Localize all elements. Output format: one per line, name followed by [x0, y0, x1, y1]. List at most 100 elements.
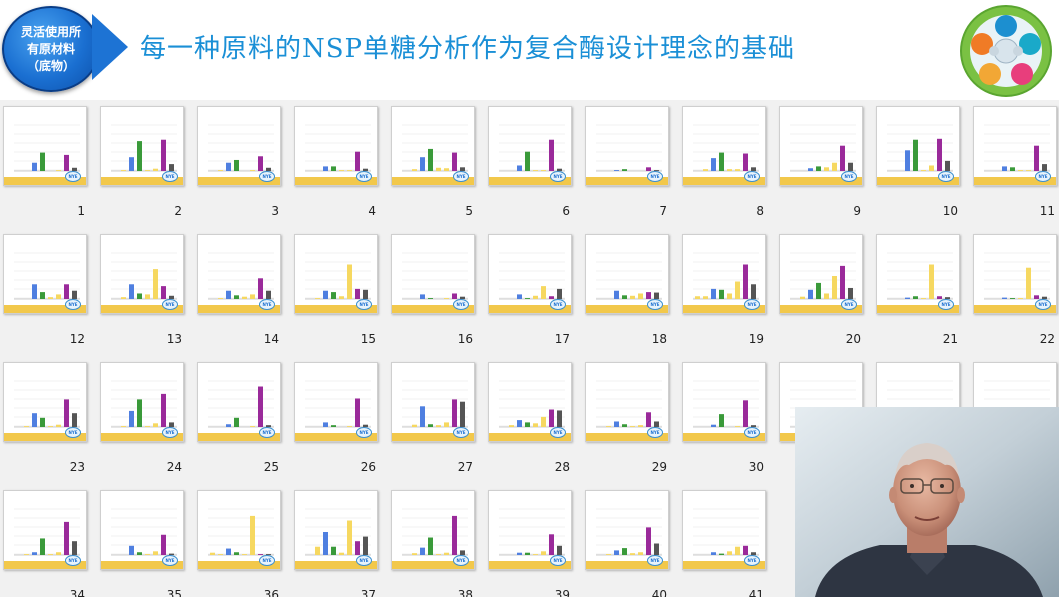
slide-thumbnail-grid: NYE 1 NYE 2 NYE 3 NYE 4 NYE 5 NYE 6 NYE 7 NYE 8 NYE 9 NYE 1…	[0, 100, 1059, 597]
chart-bar	[420, 157, 425, 171]
chart-bar	[808, 289, 813, 299]
slide-thumbnail[interactable]: NYE	[876, 234, 960, 314]
thumbnail-footer	[295, 177, 377, 185]
slide-thumbnail[interactable]: NYE	[488, 234, 572, 314]
thumbnail-logo: NYE	[841, 171, 857, 182]
slide-thumbnail[interactable]: NYE	[488, 490, 572, 570]
chart-bar	[509, 425, 514, 427]
slide-thumbnail[interactable]: NYE	[294, 234, 378, 314]
thumbnail-footer	[780, 177, 862, 185]
chart-bar	[557, 168, 562, 171]
slide-number: 40	[651, 588, 667, 597]
chart-bar	[614, 550, 619, 555]
slide-header: 灵活使用所 有原材料 （底物） 每一种原料的NSP单糖分析作为复合酶设计理念的基…	[0, 0, 1059, 100]
slide-thumbnail[interactable]: NYE	[585, 106, 669, 186]
chart-bar	[161, 286, 166, 299]
slide-thumbnail[interactable]: NYE	[197, 490, 281, 570]
chart-bar	[549, 139, 554, 171]
slide-thumbnail[interactable]: NYE	[197, 234, 281, 314]
thumbnail-chart	[790, 124, 856, 172]
chart-bar	[331, 425, 336, 427]
slide-thumbnail[interactable]: NYE	[100, 362, 184, 442]
slide-thumbnail[interactable]: NYE	[391, 490, 475, 570]
slide-thumbnail[interactable]: NYE	[973, 234, 1057, 314]
chart-bar	[711, 158, 716, 171]
chart-bar	[1010, 167, 1015, 171]
chart-bar	[339, 170, 344, 171]
thumbnail-chart	[305, 380, 371, 428]
slide-thumbnail[interactable]: NYE	[3, 362, 87, 442]
chart-bar	[452, 515, 457, 555]
badge-line: 灵活使用所	[20, 24, 81, 39]
slide-thumbnail[interactable]: NYE	[779, 106, 863, 186]
thumbnail-logo: NYE	[550, 171, 566, 182]
chart-bar	[541, 551, 546, 555]
chart-bar	[347, 426, 352, 427]
chart-bar	[56, 424, 61, 427]
slide-thumbnail[interactable]: NYE	[585, 234, 669, 314]
slide-thumbnail[interactable]: NYE	[585, 490, 669, 570]
slide-thumbnail[interactable]: NYE	[488, 362, 572, 442]
chart-bar	[743, 264, 748, 299]
slide-thumbnail[interactable]: NYE	[294, 490, 378, 570]
chart-bar	[129, 284, 134, 299]
slide-thumbnail[interactable]: NYE	[682, 362, 766, 442]
chart-bar	[452, 399, 457, 427]
chart-bar	[1042, 296, 1047, 299]
chart-bar	[40, 152, 45, 171]
chart-bar	[937, 296, 942, 299]
slide-thumbnail[interactable]: NYE	[197, 362, 281, 442]
slide-thumbnail[interactable]: NYE	[294, 106, 378, 186]
thumbnail-footer	[974, 305, 1056, 313]
slide-thumbnail[interactable]: NYE	[391, 234, 475, 314]
chart-bar	[444, 168, 449, 171]
slide-thumbnail[interactable]: NYE	[876, 106, 960, 186]
slide-thumbnail[interactable]: NYE	[197, 106, 281, 186]
slide-thumbnail[interactable]: NYE	[3, 106, 87, 186]
slide-number: 5	[465, 204, 473, 218]
chart-bar	[226, 424, 231, 427]
chart-bar	[250, 515, 255, 555]
slide-number: 20	[845, 332, 861, 346]
chart-bar	[339, 552, 344, 555]
slide-thumbnail[interactable]: NYE	[973, 106, 1057, 186]
slide-thumbnail[interactable]: NYE	[294, 362, 378, 442]
slide-thumbnail[interactable]: NYE	[682, 234, 766, 314]
slide-number: 24	[166, 460, 182, 474]
thumbnail-logo: NYE	[259, 555, 275, 566]
chart-bar	[727, 169, 732, 171]
chart-bar	[751, 425, 756, 427]
chart-bar	[638, 293, 643, 299]
slide-thumbnail[interactable]: NYE	[100, 106, 184, 186]
chart-bar	[258, 278, 263, 299]
slide-thumbnail[interactable]: NYE	[488, 106, 572, 186]
slide-number: 2	[174, 204, 182, 218]
slide-thumbnail[interactable]: NYE	[100, 490, 184, 570]
slide-thumbnail[interactable]: NYE	[100, 234, 184, 314]
slide-number: 41	[748, 588, 764, 597]
thumbnail-logo: NYE	[65, 299, 81, 310]
chart-bar	[444, 422, 449, 427]
slide-thumbnail[interactable]: NYE	[3, 490, 87, 570]
chart-bar	[913, 139, 918, 171]
thumbnail-logo: NYE	[647, 171, 663, 182]
thumbnail-footer	[586, 561, 668, 569]
slide-thumbnail[interactable]: NYE	[391, 362, 475, 442]
chart-bar	[800, 296, 805, 299]
thumbnail-logo: NYE	[453, 555, 469, 566]
slide-thumbnail[interactable]: NYE	[391, 106, 475, 186]
slide-thumbnail[interactable]: NYE	[682, 106, 766, 186]
slide-thumbnail[interactable]: NYE	[682, 490, 766, 570]
chart-bar	[355, 541, 360, 555]
chart-bar	[905, 297, 910, 299]
thumbnail-footer	[586, 305, 668, 313]
chart-bar	[711, 552, 716, 555]
thumbnail-logo: NYE	[65, 555, 81, 566]
chart-bar	[945, 160, 950, 171]
slide-thumbnail[interactable]: NYE	[779, 234, 863, 314]
slide-thumbnail[interactable]: NYE	[3, 234, 87, 314]
chart-bar	[121, 426, 126, 427]
thumbnail-footer	[198, 177, 280, 185]
slide-thumbnail[interactable]: NYE	[585, 362, 669, 442]
chart-bar	[64, 154, 69, 171]
